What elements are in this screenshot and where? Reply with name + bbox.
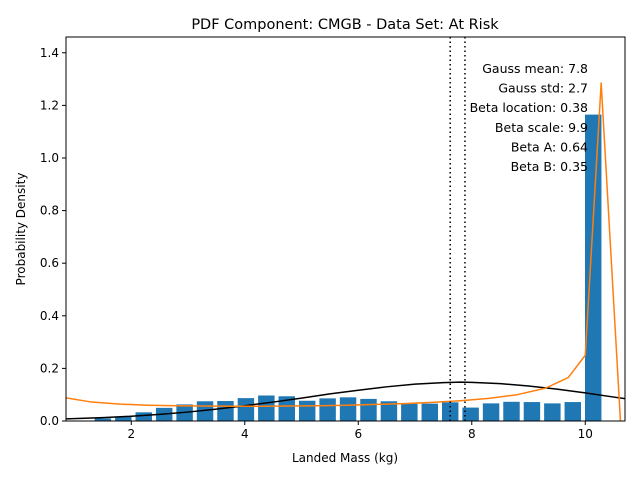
histogram-bar: [564, 402, 582, 421]
beta-curve: [66, 82, 622, 421]
y-tick-label: 0.8: [40, 204, 59, 218]
histogram-bar: [482, 403, 500, 421]
parameter-annotation: Gauss mean: 7.8: [482, 61, 588, 76]
y-tick-label: 1.4: [40, 46, 59, 60]
histogram-bar: [544, 403, 561, 421]
y-tick-label: 1.2: [40, 98, 59, 112]
histogram-bar: [401, 403, 418, 421]
histogram-bar: [217, 401, 234, 421]
histogram-bar: [278, 396, 295, 421]
x-tick-label: 4: [241, 427, 249, 441]
histogram-bar: [360, 398, 377, 421]
y-tick-label: 1.0: [40, 151, 59, 165]
parameter-annotation: Beta B: 0.35: [511, 159, 588, 174]
histogram-bar: [462, 407, 479, 421]
parameter-annotation: Beta scale: 9.9: [495, 120, 588, 135]
histogram-bar: [421, 403, 439, 421]
y-tick-label: 0.2: [40, 361, 59, 375]
histogram-bar: [94, 418, 112, 421]
x-tick-label: 10: [578, 427, 593, 441]
histogram-bar: [298, 400, 316, 421]
y-axis-label: Probability Density: [14, 173, 28, 286]
x-tick-label: 8: [468, 427, 476, 441]
parameter-annotation: Gauss std: 2.7: [498, 81, 588, 96]
y-axis: 0.0 0.2 0.4 0.6 0.8 1.0 1.2 1.4: [40, 46, 66, 428]
parameter-annotations: Gauss mean: 7.8 Gauss std: 2.7 Beta locati…: [470, 61, 588, 174]
histogram-bar: [237, 398, 255, 421]
parameter-annotation: Beta location: 0.38: [470, 100, 588, 115]
histogram-bar: [584, 114, 602, 421]
histogram-bar: [135, 412, 152, 421]
y-tick-label: 0.0: [40, 414, 59, 428]
y-tick-label: 0.6: [40, 256, 59, 270]
parameter-annotation: Beta A: 0.64: [511, 139, 588, 154]
histogram-bar: [115, 417, 132, 421]
histogram-bar: [258, 395, 275, 421]
x-tick-label: 2: [127, 427, 135, 441]
histogram-bar: [380, 401, 398, 421]
plot-area: [66, 37, 625, 421]
histogram-bar: [339, 397, 357, 421]
plot-frame: [65, 36, 626, 422]
x-axis-label: Landed Mass (kg): [292, 451, 398, 465]
x-tick-label: 6: [354, 427, 362, 441]
gauss-curve: [66, 381, 625, 420]
histogram-bar: [503, 401, 520, 421]
histogram-bar: [319, 398, 336, 421]
chart-title: PDF Component: CMGB - Data Set: At Risk: [191, 17, 499, 33]
histogram-bar: [523, 402, 541, 421]
y-tick-label: 0.4: [40, 309, 59, 323]
x-axis: 2 4 6 8 10: [127, 421, 593, 441]
